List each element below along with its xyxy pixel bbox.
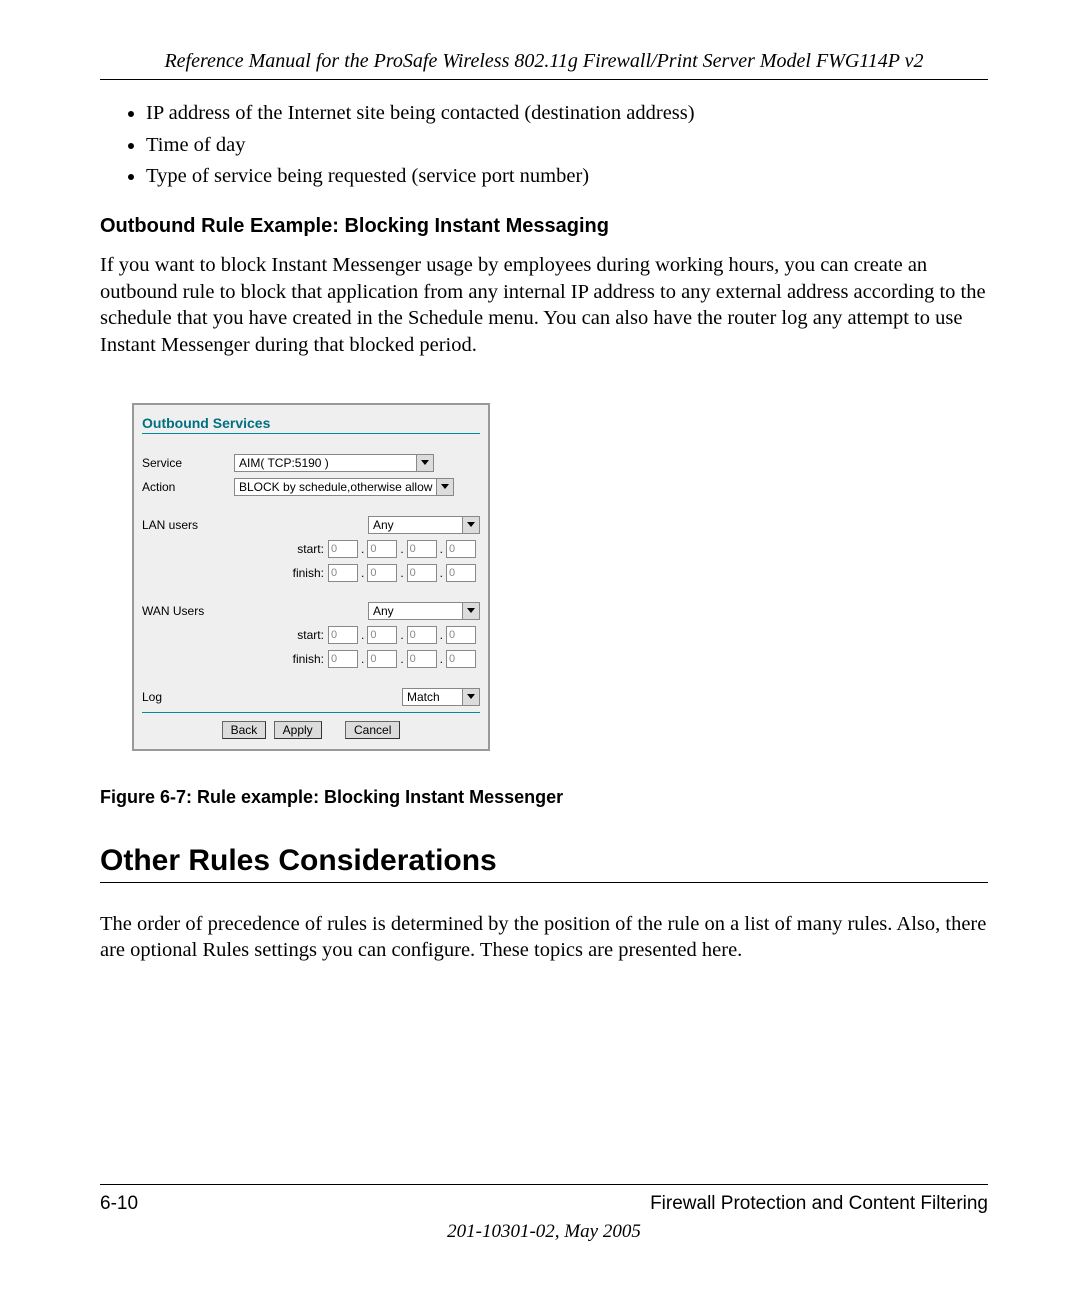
subheading-outbound-rule: Outbound Rule Example: Blocking Instant …	[100, 215, 988, 238]
lan-users-value: Any	[373, 518, 462, 532]
page-number: 6-10	[100, 1193, 138, 1215]
ip-octet-input[interactable]: 0	[446, 650, 476, 668]
figure-caption: Figure 6-7: Rule example: Blocking Insta…	[100, 787, 988, 808]
bullet-list: IP address of the Internet site being co…	[100, 100, 988, 191]
start-label: start:	[284, 628, 324, 642]
ip-octet-input[interactable]: 0	[328, 626, 358, 644]
ip-octet-input[interactable]: 0	[367, 626, 397, 644]
dialog-button-row: Back Apply Cancel	[142, 721, 480, 739]
outbound-services-dialog: Outbound Services Service AIM( TCP:5190 …	[132, 403, 490, 751]
lan-users-label: LAN users	[142, 518, 234, 532]
chevron-down-icon	[436, 479, 453, 495]
doc-header: Reference Manual for the ProSafe Wireles…	[100, 50, 988, 73]
start-label: start:	[284, 542, 324, 556]
back-button[interactable]: Back	[222, 721, 267, 739]
log-label: Log	[142, 690, 234, 704]
ip-octet-input[interactable]: 0	[446, 626, 476, 644]
page: Reference Manual for the ProSafe Wireles…	[0, 0, 1080, 1283]
finish-label: finish:	[284, 566, 324, 580]
ip-octet-input[interactable]: 0	[328, 564, 358, 582]
list-item: Time of day	[146, 132, 988, 160]
dialog-title: Outbound Services	[142, 415, 480, 431]
apply-button[interactable]: Apply	[274, 721, 322, 739]
header-rule	[100, 79, 988, 80]
service-label: Service	[142, 456, 234, 470]
cancel-button[interactable]: Cancel	[345, 721, 400, 739]
ip-octet-input[interactable]: 0	[407, 540, 437, 558]
ip-octet-input[interactable]: 0	[367, 650, 397, 668]
finish-label: finish:	[284, 652, 324, 666]
wan-users-label: WAN Users	[142, 604, 234, 618]
ip-octet-input[interactable]: 0	[407, 626, 437, 644]
paragraph: The order of precedence of rules is dete…	[100, 911, 988, 964]
chevron-down-icon	[462, 603, 479, 619]
page-footer: 6-10 Firewall Protection and Content Fil…	[100, 1184, 988, 1243]
action-select[interactable]: BLOCK by schedule,otherwise allow	[234, 478, 454, 496]
paragraph: If you want to block Instant Messenger u…	[100, 252, 988, 359]
list-item: Type of service being requested (service…	[146, 163, 988, 191]
wan-finish-row: finish: 0. 0. 0. 0	[142, 650, 480, 668]
service-select-value: AIM( TCP:5190 )	[239, 456, 416, 470]
lan-start-row: start: 0. 0. 0. 0	[142, 540, 480, 558]
chevron-down-icon	[462, 689, 479, 705]
wan-users-value: Any	[373, 604, 462, 618]
service-select[interactable]: AIM( TCP:5190 )	[234, 454, 434, 472]
log-select[interactable]: Match	[402, 688, 480, 706]
footer-rule	[100, 1184, 988, 1185]
footer-section: Firewall Protection and Content Filterin…	[650, 1193, 988, 1215]
wan-start-row: start: 0. 0. 0. 0	[142, 626, 480, 644]
ip-octet-input[interactable]: 0	[367, 564, 397, 582]
action-label: Action	[142, 480, 234, 494]
log-select-value: Match	[407, 690, 462, 704]
dialog-rule	[142, 712, 480, 713]
ip-octet-input[interactable]: 0	[446, 564, 476, 582]
wan-users-select[interactable]: Any	[368, 602, 480, 620]
ip-octet-input[interactable]: 0	[446, 540, 476, 558]
ip-octet-input[interactable]: 0	[367, 540, 397, 558]
chevron-down-icon	[416, 455, 433, 471]
footer-date: 201-10301-02, May 2005	[100, 1221, 988, 1243]
list-item: IP address of the Internet site being co…	[146, 100, 988, 128]
ip-octet-input[interactable]: 0	[328, 650, 358, 668]
lan-users-select[interactable]: Any	[368, 516, 480, 534]
chevron-down-icon	[462, 517, 479, 533]
ip-octet-input[interactable]: 0	[407, 564, 437, 582]
ip-octet-input[interactable]: 0	[328, 540, 358, 558]
dialog-rule	[142, 433, 480, 434]
ip-octet-input[interactable]: 0	[407, 650, 437, 668]
heading-other-rules: Other Rules Considerations	[100, 844, 988, 878]
lan-finish-row: finish: 0. 0. 0. 0	[142, 564, 480, 582]
heading-rule	[100, 882, 988, 883]
action-select-value: BLOCK by schedule,otherwise allow	[239, 480, 436, 494]
